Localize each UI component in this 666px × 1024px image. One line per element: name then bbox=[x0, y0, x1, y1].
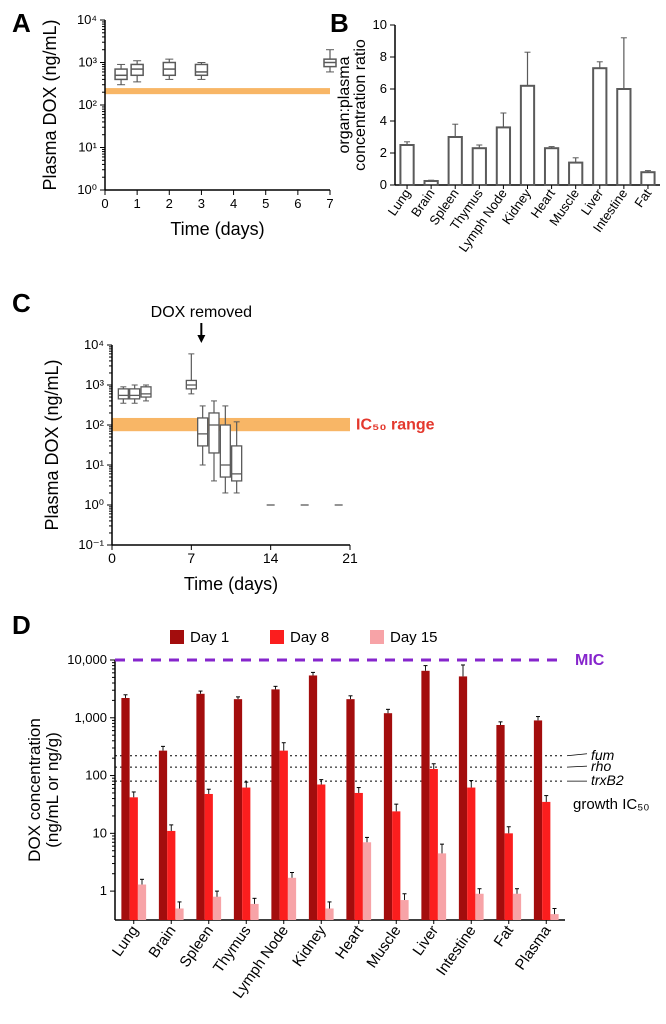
panel-b-chart: 0246810LungBrainSpleenThymusLymph NodeKi… bbox=[335, 10, 665, 280]
svg-text:10⁰: 10⁰ bbox=[84, 497, 104, 512]
svg-text:IC₅₀ range: IC₅₀ range bbox=[356, 417, 435, 434]
svg-text:0: 0 bbox=[380, 177, 387, 192]
svg-text:10³: 10³ bbox=[78, 55, 97, 70]
svg-text:growth IC₅₀: growth IC₅₀ bbox=[573, 796, 649, 813]
svg-text:Day 8: Day 8 bbox=[290, 629, 329, 646]
svg-text:8: 8 bbox=[380, 49, 387, 64]
svg-text:(ng/mL or ng/g): (ng/mL or ng/g) bbox=[43, 732, 62, 848]
svg-text:4: 4 bbox=[230, 196, 237, 211]
svg-text:5: 5 bbox=[262, 196, 269, 211]
svg-text:concentration ratio: concentration ratio bbox=[352, 39, 369, 171]
svg-text:10³: 10³ bbox=[85, 377, 104, 392]
svg-text:Muscle: Muscle bbox=[363, 923, 404, 972]
svg-text:MIC: MIC bbox=[575, 652, 605, 669]
svg-text:10⁴: 10⁴ bbox=[84, 337, 104, 352]
svg-text:10¹: 10¹ bbox=[78, 140, 97, 155]
panel-c-chart: 10⁻¹ 10⁰ 10¹ 10² 10³ 10⁴ 0 7 14 21 DOX removed IC₅₀… bbox=[40, 300, 450, 600]
svg-text:Time (days): Time (days) bbox=[184, 574, 278, 594]
svg-text:trxB2: trxB2 bbox=[591, 772, 624, 788]
svg-text:1: 1 bbox=[100, 883, 107, 898]
svg-text:Heart: Heart bbox=[332, 922, 367, 962]
svg-text:Fat: Fat bbox=[491, 922, 518, 950]
svg-text:21: 21 bbox=[342, 550, 358, 566]
svg-text:6: 6 bbox=[294, 196, 301, 211]
svg-text:Brain: Brain bbox=[146, 923, 180, 961]
svg-text:10¹: 10¹ bbox=[85, 457, 104, 472]
svg-text:10,000: 10,000 bbox=[67, 652, 107, 667]
svg-text:7: 7 bbox=[326, 196, 333, 211]
svg-text:Day 15: Day 15 bbox=[390, 629, 438, 646]
svg-text:Plasma DOX (ng/mL): Plasma DOX (ng/mL) bbox=[42, 359, 62, 530]
panel-c-label: C bbox=[12, 288, 31, 319]
svg-text:Lung: Lung bbox=[385, 186, 414, 218]
svg-text:organ:plasma: organ:plasma bbox=[336, 56, 353, 153]
svg-text:0: 0 bbox=[108, 550, 116, 566]
svg-text:10: 10 bbox=[93, 825, 107, 840]
svg-text:0: 0 bbox=[101, 196, 108, 211]
svg-text:Plasma DOX (ng/mL): Plasma DOX (ng/mL) bbox=[40, 19, 60, 190]
svg-text:1: 1 bbox=[134, 196, 141, 211]
svg-text:10²: 10² bbox=[85, 417, 104, 432]
svg-text:Lung: Lung bbox=[109, 923, 142, 960]
svg-text:100: 100 bbox=[85, 768, 107, 783]
panel-a-chart: 10⁰ 10¹ 10² 10³ 10⁴ 0 1 2 3 4 5 6 7 Time (days) Plasma… bbox=[40, 10, 340, 245]
svg-text:2: 2 bbox=[166, 196, 173, 211]
svg-text:Liver: Liver bbox=[409, 923, 442, 959]
svg-text:2: 2 bbox=[380, 145, 387, 160]
svg-text:6: 6 bbox=[380, 81, 387, 96]
svg-text:10⁻¹: 10⁻¹ bbox=[78, 537, 104, 552]
svg-text:7: 7 bbox=[187, 550, 195, 566]
svg-text:1,000: 1,000 bbox=[74, 710, 107, 725]
panel-d-chart: 1101001,00010,000MICfumrhotrxB2growth IC… bbox=[20, 620, 660, 1020]
svg-text:3: 3 bbox=[198, 196, 205, 211]
svg-text:10⁰: 10⁰ bbox=[77, 182, 97, 197]
svg-text:DOX concentration: DOX concentration bbox=[25, 718, 44, 862]
svg-text:4: 4 bbox=[380, 113, 387, 128]
panel-a-label: A bbox=[12, 8, 31, 39]
svg-text:10²: 10² bbox=[78, 97, 97, 112]
svg-text:10: 10 bbox=[373, 17, 387, 32]
svg-text:Time (days): Time (days) bbox=[170, 219, 264, 239]
svg-text:Plasma: Plasma bbox=[512, 922, 555, 973]
svg-text:Day 1: Day 1 bbox=[190, 629, 229, 646]
svg-text:DOX removed: DOX removed bbox=[151, 304, 252, 321]
svg-text:14: 14 bbox=[263, 550, 279, 566]
svg-text:Kidney: Kidney bbox=[289, 922, 330, 970]
svg-text:10⁴: 10⁴ bbox=[77, 12, 97, 27]
svg-text:Fat: Fat bbox=[631, 186, 654, 210]
